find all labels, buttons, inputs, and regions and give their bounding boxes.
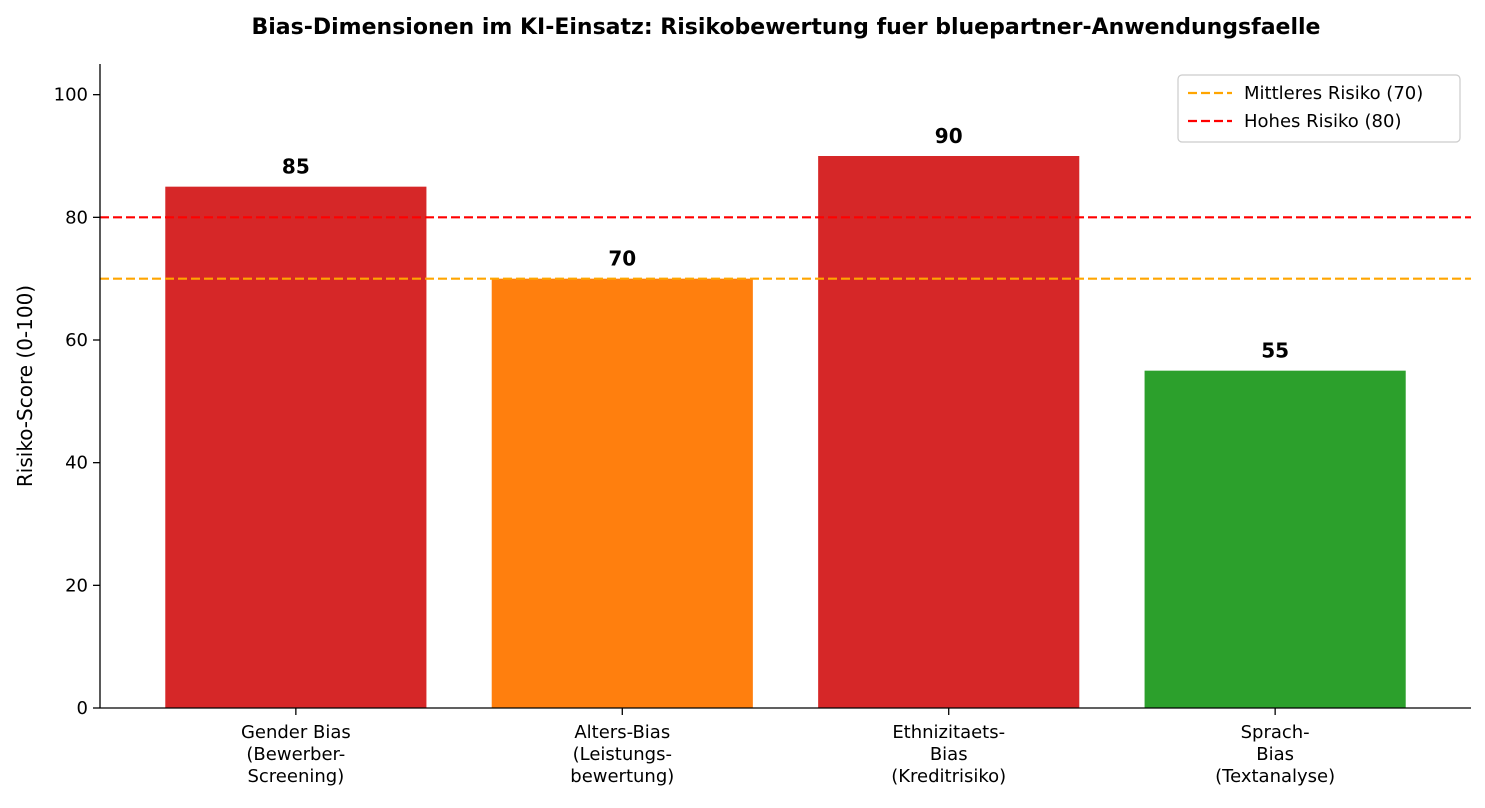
x-tick-label-1: Gender Bias (Bewerber-Screening) xyxy=(241,722,351,787)
y-tick-label: 60 xyxy=(65,330,88,351)
x-tick-label-line: Alters-Bias xyxy=(574,722,670,743)
y-axis-label: Risiko-Score (0-100) xyxy=(13,285,37,487)
bar-1 xyxy=(165,186,427,708)
x-tick-label-3: Ethnizitaets-Bias (Kreditrisiko) xyxy=(891,722,1006,787)
x-tick-label-line: Sprach- xyxy=(1241,722,1310,743)
data-label-1: 85 xyxy=(282,155,310,179)
y-tick-label: 40 xyxy=(65,453,88,474)
bar-2 xyxy=(491,278,753,708)
x-tick-label-line: bewertung) xyxy=(570,766,674,787)
x-tick-label-line: Bias xyxy=(1256,744,1294,765)
x-tick-label-line: Ethnizitaets- xyxy=(892,722,1005,743)
x-tick-label-line: Gender Bias xyxy=(241,722,351,743)
x-tick-label-line: Bias xyxy=(930,744,968,765)
x-tick-label-line: (Bewerber- xyxy=(246,744,345,765)
y-tick-label: 80 xyxy=(65,207,88,228)
legend-label-1: Mittleres Risiko (70) xyxy=(1244,83,1423,104)
y-tick-label: 0 xyxy=(77,698,88,719)
data-label-2: 70 xyxy=(608,247,636,271)
legend-label-2: Hohes Risiko (80) xyxy=(1244,111,1401,132)
legend-box xyxy=(1177,74,1461,143)
x-tick-label-4: Sprach-Bias (Textanalyse) xyxy=(1215,722,1335,787)
chart-title: Bias-Dimensionen im KI-Einsatz: Risikobe… xyxy=(252,15,1321,40)
x-tick-label-line: (Textanalyse) xyxy=(1215,766,1335,787)
legend: Mittleres Risiko (70) Hohes Risiko (80) xyxy=(1177,74,1461,143)
x-tick-label-line: Screening) xyxy=(247,766,344,787)
y-tick-label: 100 xyxy=(54,85,88,106)
x-tick-label-2: Alters-Bias (Leistungs-bewertung) xyxy=(570,722,674,787)
bar-4 xyxy=(1144,370,1406,708)
bar-3 xyxy=(818,156,1080,708)
y-tick-label: 20 xyxy=(65,575,88,596)
data-label-3: 90 xyxy=(935,124,963,148)
data-label-4: 55 xyxy=(1261,339,1289,363)
x-tick-label-line: (Kreditrisiko) xyxy=(891,766,1006,787)
plot-area: 85 70 90 55 0 20 40 60 80 100 Gender Bias (Bewerber… xyxy=(54,64,1471,787)
x-tick-label-line: (Leistungs- xyxy=(573,744,672,765)
